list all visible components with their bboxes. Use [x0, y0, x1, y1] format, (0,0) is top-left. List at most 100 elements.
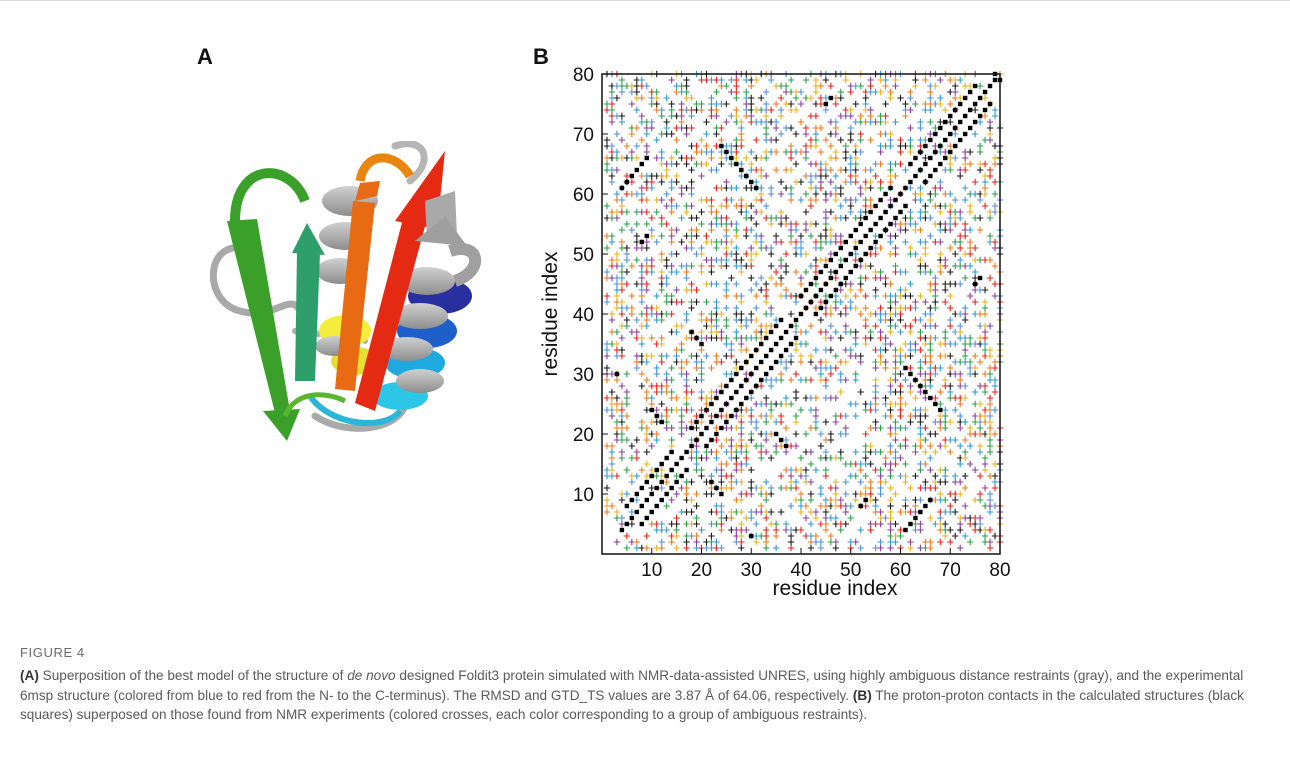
calculated-contact-square: [649, 473, 654, 479]
nmr-restraint-cross: [887, 382, 894, 390]
nmr-restraint-cross: [733, 232, 740, 240]
nmr-restraint-cross: [932, 274, 939, 282]
nmr-restraint-cross: [633, 142, 641, 150]
nmr-restraint-cross: [822, 76, 830, 84]
nmr-restraint-cross: [852, 400, 859, 408]
nmr-restraint-cross: [653, 136, 660, 144]
nmr-restraint-cross: [807, 478, 815, 486]
nmr-restraint-cross: [857, 112, 864, 120]
nmr-restraint-cross: [966, 262, 974, 270]
nmr-restraint-cross: [961, 352, 969, 360]
y-tick-label: 50: [573, 245, 594, 266]
nmr-restraint-cross: [837, 526, 844, 534]
calculated-contact-square: [684, 449, 689, 455]
nmr-restraint-cross: [683, 310, 690, 318]
nmr-restraint-cross: [688, 496, 695, 504]
calculated-contact-square: [838, 245, 843, 251]
nmr-restraint-cross: [807, 94, 815, 102]
nmr-restraint-cross: [907, 328, 914, 336]
nmr-restraint-cross: [961, 184, 969, 192]
nmr-restraint-cross: [733, 304, 740, 312]
nmr-restraint-cross: [718, 382, 725, 390]
calculated-contact-square: [913, 515, 918, 521]
nmr-restraint-cross: [782, 424, 790, 432]
nmr-restraint-cross: [753, 304, 760, 312]
nmr-restraint-cross: [912, 394, 919, 402]
nmr-restraint-cross: [922, 136, 929, 144]
nmr-restraint-cross: [797, 88, 805, 96]
nmr-restraint-cross: [658, 400, 665, 408]
nmr-restraint-cross: [957, 424, 964, 432]
nmr-restraint-cross: [991, 364, 999, 372]
nmr-restraint-cross: [787, 352, 795, 360]
nmr-restraint-cross: [738, 310, 745, 318]
nmr-restraint-cross: [976, 142, 984, 150]
nmr-restraint-cross: [827, 166, 835, 174]
nmr-restraint-cross: [777, 106, 785, 114]
nmr-restraint-cross: [907, 544, 914, 552]
nmr-restraint-cross: [688, 244, 695, 252]
nmr-restraint-cross: [862, 94, 869, 102]
nmr-restraint-cross: [922, 436, 929, 444]
calculated-contact-square: [709, 479, 714, 485]
calculated-contact-square: [943, 155, 948, 161]
nmr-restraint-cross: [837, 298, 844, 306]
calculated-contact-square: [724, 149, 729, 155]
nmr-restraint-cross: [713, 112, 720, 120]
nmr-restraint-cross: [927, 196, 934, 204]
nmr-restraint-cross: [608, 460, 616, 468]
nmr-restraint-cross: [758, 484, 765, 492]
nmr-restraint-cross: [772, 100, 780, 108]
nmr-restraint-cross: [777, 256, 785, 264]
nmr-restraint-cross: [937, 94, 944, 102]
nmr-restraint-cross: [628, 310, 636, 318]
calculated-contact-square: [729, 377, 734, 383]
nmr-restraint-cross: [723, 154, 730, 162]
nmr-restraint-cross: [787, 142, 795, 150]
nmr-restraint-cross: [663, 274, 670, 282]
nmr-restraint-cross: [822, 418, 830, 426]
calculated-contact-square: [659, 461, 664, 467]
calculated-contact-square: [818, 305, 824, 311]
nmr-restraint-cross: [678, 364, 685, 372]
nmr-restraint-cross: [837, 238, 844, 246]
nmr-restraint-cross: [947, 448, 954, 456]
nmr-restraint-cross: [986, 544, 994, 552]
nmr-restraint-cross: [728, 274, 735, 282]
nmr-restraint-cross: [792, 418, 800, 426]
nmr-restraint-cross: [902, 460, 909, 468]
calculated-contact-square: [768, 329, 774, 335]
nmr-restraint-cross: [728, 484, 735, 492]
calculated-contact-square: [709, 419, 714, 425]
calculated-contact-square: [868, 209, 873, 215]
nmr-restraint-cross: [648, 268, 655, 276]
nmr-restraint-cross: [613, 472, 621, 480]
nmr-restraint-cross: [708, 94, 715, 102]
calculated-contact-square: [714, 395, 719, 401]
nmr-restraint-cross: [618, 238, 626, 246]
calculated-contact-square: [639, 161, 644, 167]
strand-teal-arrow: [292, 223, 325, 255]
nmr-restraint-cross: [912, 340, 919, 348]
nmr-restraint-cross: [961, 448, 969, 456]
calculated-contact-square: [639, 503, 644, 509]
nmr-restraint-cross: [947, 190, 954, 198]
nmr-restraint-cross: [608, 88, 616, 96]
nmr-restraint-cross: [822, 292, 830, 300]
nmr-restraint-cross: [698, 358, 705, 366]
nmr-restraint-cross: [713, 436, 720, 444]
nmr-restraint-cross: [842, 430, 849, 438]
nmr-restraint-cross: [887, 526, 894, 534]
nmr-restraint-cross: [897, 388, 904, 396]
nmr-restraint-cross: [762, 124, 770, 132]
nmr-restraint-cross: [942, 406, 949, 414]
nmr-restraint-cross: [922, 412, 929, 420]
calculated-contact-square: [958, 137, 963, 143]
nmr-restraint-cross: [827, 142, 835, 150]
calculated-contact-square: [704, 443, 709, 449]
calculated-contact-square: [858, 239, 863, 245]
nmr-restraint-cross: [837, 388, 844, 396]
nmr-restraint-cross: [758, 502, 765, 510]
nmr-restraint-cross: [663, 526, 670, 534]
calculated-contact-square: [962, 95, 968, 101]
